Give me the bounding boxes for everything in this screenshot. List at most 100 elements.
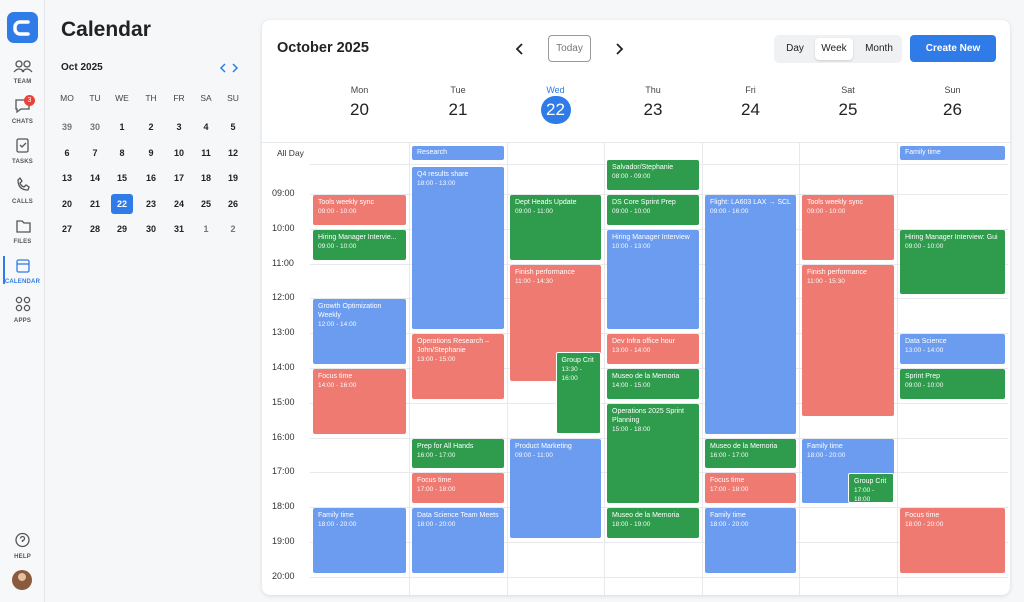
mini-day[interactable]: 22: [111, 193, 133, 214]
mini-day[interactable]: 10: [173, 147, 184, 158]
mini-day[interactable]: 9: [148, 147, 154, 158]
mini-month: Oct 2025: [61, 62, 103, 73]
event[interactable]: Group Crit 17:00 - 18:00: [848, 473, 894, 504]
mini-day[interactable]: 21: [89, 198, 100, 209]
event[interactable]: Growth Optimization Weekly 12:00 - 14:00: [313, 299, 406, 364]
mini-day[interactable]: 30: [145, 224, 156, 234]
event-time: 09:00 - 11:00: [515, 208, 553, 215]
event[interactable]: Operations Research – John/Stephanie 13:0…: [412, 334, 504, 399]
all-day-event[interactable]: Family time: [900, 146, 1005, 160]
mini-day[interactable]: 27: [61, 224, 72, 234]
event[interactable]: Data Science 13:00 - 14:00: [900, 334, 1005, 364]
view-option[interactable]: Day: [786, 43, 804, 54]
mini-day[interactable]: 39: [61, 122, 72, 132]
mini-day[interactable]: 31: [173, 224, 184, 234]
mini-day[interactable]: 23: [145, 198, 156, 209]
all-day-event[interactable]: Research: [412, 146, 504, 160]
event[interactable]: Dev Infra office hour 13:00 - 14:00: [607, 334, 699, 364]
day-date[interactable]: 25: [838, 100, 858, 119]
event[interactable]: Group Crit 13:30 - 16:00: [555, 351, 601, 434]
mini-day[interactable]: 4: [203, 122, 209, 132]
nav-label[interactable]: APPS: [13, 318, 32, 324]
hour-label: 12:00: [272, 292, 295, 303]
event[interactable]: Tools weekly sync 09:00 - 10:00: [313, 195, 406, 225]
event[interactable]: Salvador/Stephanie 08:00 - 09:00: [607, 160, 699, 190]
mini-day[interactable]: 19: [227, 173, 238, 183]
event[interactable]: Finish performance 11:00 - 15:30: [802, 264, 894, 417]
today-button[interactable]: Today: [548, 35, 591, 62]
nav-label[interactable]: CALENDAR: [4, 279, 41, 285]
create-button[interactable]: Create New: [910, 35, 996, 62]
nav-label[interactable]: TEAM: [13, 79, 32, 85]
event[interactable]: Operations 2025 Sprint Planning 15:00 - 1…: [607, 403, 699, 504]
event[interactable]: Flight: LA603 LAX → SCL 09:00 - 16:00: [705, 195, 796, 434]
event-title: Hiring Manager Interview: Gui: [905, 233, 998, 241]
mini-day[interactable]: 30: [89, 122, 100, 132]
event[interactable]: Hiring Manager Interview 10:00 - 13:00: [607, 229, 699, 330]
event[interactable]: Museo de la Memoria 14:00 - 15:00: [607, 369, 699, 399]
mini-day[interactable]: 2: [230, 224, 236, 234]
mini-day[interactable]: 14: [89, 173, 100, 183]
mini-day[interactable]: 20: [61, 198, 72, 209]
grid-line: [310, 368, 1008, 369]
logo[interactable]: [7, 12, 38, 43]
event[interactable]: Family time 18:00 - 20:00: [705, 508, 796, 573]
grid-line: [310, 228, 1008, 230]
mini-day[interactable]: 18: [200, 173, 211, 183]
day-date[interactable]: 21: [448, 100, 468, 119]
mini-nav[interactable]: [218, 62, 242, 74]
nav-label[interactable]: HELP: [14, 554, 31, 560]
event[interactable]: Focus time 17:00 - 18:00: [705, 473, 796, 504]
mini-day[interactable]: 25: [200, 198, 211, 209]
event[interactable]: Sprint Prep 09:00 - 10:00: [900, 369, 1005, 399]
event[interactable]: Hiring Manager Intervie... 09:00 - 10:00: [313, 229, 406, 260]
nav-label[interactable]: CHATS: [11, 119, 34, 125]
mini-day[interactable]: 12: [227, 147, 238, 158]
event[interactable]: DS Core Sprint Prep 09:00 - 10:00: [607, 195, 699, 225]
nav-label[interactable]: FILES: [13, 239, 32, 245]
event[interactable]: Museo de la Memoria 18:00 - 19:00: [607, 508, 699, 538]
mini-day[interactable]: 1: [119, 122, 125, 132]
mini-day[interactable]: 3: [176, 122, 182, 132]
event[interactable]: Focus time 17:00 - 18:00: [412, 473, 504, 504]
mini-day[interactable]: 29: [116, 224, 127, 234]
mini-day[interactable]: 17: [173, 173, 184, 183]
day-date[interactable]: 24: [741, 100, 760, 119]
mini-day[interactable]: 16: [145, 173, 156, 183]
event-time: 09:00 - 11:00: [515, 451, 553, 459]
event-time: 17:00 - 18:00: [710, 486, 749, 494]
event[interactable]: Focus time 18:00 - 20:00: [900, 508, 1005, 573]
event[interactable]: Dept Heads Update 09:00 - 11:00: [510, 195, 601, 260]
mini-day[interactable]: 11: [201, 147, 211, 158]
event[interactable]: Prep for All Hands 16:00 - 17:00: [412, 438, 504, 469]
mini-day[interactable]: 8: [119, 147, 125, 158]
day-date[interactable]: 26: [943, 100, 962, 119]
event[interactable]: Q4 results share 18:00 - 13:00: [412, 167, 504, 330]
week-nav[interactable]: [512, 42, 632, 56]
mini-day[interactable]: 7: [92, 147, 98, 158]
event[interactable]: Museo de la Memoria 16:00 - 17:00: [705, 438, 796, 469]
day-date[interactable]: 22: [540, 96, 571, 124]
mini-day[interactable]: 15: [116, 173, 127, 183]
event[interactable]: Focus time 14:00 - 16:00: [313, 369, 406, 434]
day-date[interactable]: 23: [643, 100, 663, 119]
nav-label[interactable]: CALLS: [12, 199, 33, 205]
mini-day[interactable]: 13: [61, 173, 72, 183]
mini-day[interactable]: 5: [230, 122, 236, 132]
mini-day[interactable]: 1: [203, 224, 209, 234]
event[interactable]: Data Science Team Meets 18:00 - 20:00: [412, 508, 504, 573]
mini-day[interactable]: 24: [173, 198, 184, 209]
mini-day[interactable]: 2: [148, 122, 154, 132]
event[interactable]: Tools weekly sync 09:00 - 10:00: [802, 195, 894, 260]
event-title: Tools weekly sync: [807, 199, 864, 206]
nav-label[interactable]: TASKS: [12, 159, 33, 165]
event[interactable]: Family time 18:00 - 20:00: [313, 508, 406, 573]
view-option[interactable]: Week: [815, 38, 853, 60]
event[interactable]: Product Marketing 09:00 - 11:00: [510, 438, 601, 538]
mini-day[interactable]: 28: [89, 224, 100, 234]
event[interactable]: Hiring Manager Interview: Gui 09:00 - 10:…: [900, 229, 1005, 295]
day-date[interactable]: 20: [350, 100, 369, 119]
mini-day[interactable]: 26: [227, 198, 238, 209]
mini-day[interactable]: 6: [64, 147, 70, 158]
view-option[interactable]: Month: [865, 43, 893, 54]
